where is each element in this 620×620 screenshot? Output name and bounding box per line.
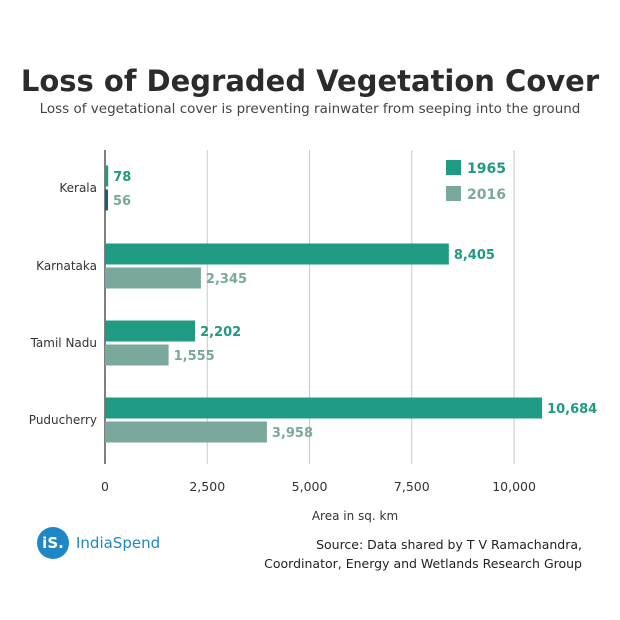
bar-1965: [105, 165, 109, 187]
source-line-2: Coordinator, Energy and Wetlands Researc…: [264, 556, 582, 571]
x-axis-label: Area in sq. km: [312, 509, 398, 523]
bar-1965: [105, 397, 543, 419]
data-label: 1,555: [174, 349, 215, 364]
source-note: Source: Data shared by T V Ramachandra, …: [222, 535, 582, 573]
bar-2016: [105, 267, 201, 289]
x-tick-label: 10,000: [492, 479, 536, 494]
logo-badge-icon: iS.: [37, 527, 69, 559]
source-line-1: Source: Data shared by T V Ramachandra,: [316, 537, 582, 552]
x-tick-label: 2,500: [189, 479, 225, 494]
x-tick-label: 7,500: [394, 479, 430, 494]
category-label: Puducherry: [29, 413, 97, 427]
data-label: 78: [113, 170, 131, 185]
bar-2016: [105, 421, 267, 443]
bar-2016: [105, 344, 169, 366]
legend-label: 2016: [467, 187, 506, 203]
data-label: 8,405: [454, 248, 495, 263]
bar-1965: [105, 320, 196, 342]
chart-subtitle: Loss of vegetational cover is preventing…: [39, 101, 581, 117]
bar-2016: [105, 189, 108, 211]
bar-1965: [105, 243, 449, 265]
x-tick-label: 0: [101, 479, 109, 494]
legend-swatch: [446, 186, 461, 201]
category-label: Tamil Nadu: [30, 336, 97, 350]
chart-title: Loss of Degraded Vegetation Cover: [20, 64, 600, 98]
category-label: Kerala: [59, 181, 97, 195]
data-label: 56: [113, 194, 131, 209]
x-tick-label: 5,000: [292, 479, 328, 494]
legend-label: 1965: [467, 161, 506, 177]
data-label: 2,202: [200, 325, 241, 340]
legend-swatch: [446, 160, 461, 175]
data-label: 3,958: [272, 426, 313, 441]
indiaspend-logo: iS. IndiaSpend: [37, 527, 160, 559]
category-label: Karnataka: [36, 259, 97, 273]
data-label: 10,684: [547, 402, 597, 417]
logo-name: IndiaSpend: [76, 534, 161, 552]
data-label: 2,345: [206, 272, 247, 287]
